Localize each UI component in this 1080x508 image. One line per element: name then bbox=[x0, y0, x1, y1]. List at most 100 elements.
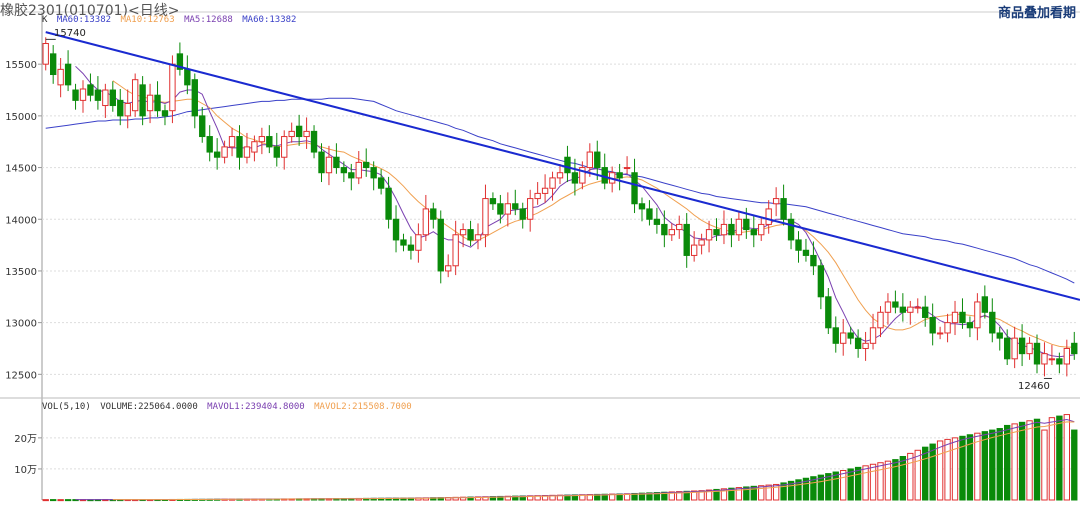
candle bbox=[929, 303, 936, 346]
volume-bar bbox=[1041, 429, 1048, 501]
candle-body bbox=[281, 136, 288, 158]
candle bbox=[1011, 326, 1018, 369]
candle bbox=[631, 158, 638, 214]
candle-body bbox=[445, 265, 452, 272]
candle bbox=[377, 169, 385, 195]
candle-body bbox=[743, 218, 750, 231]
candle-body bbox=[452, 234, 459, 267]
overlay-link[interactable]: 商品叠加看期 bbox=[997, 6, 1076, 21]
candle bbox=[489, 192, 497, 210]
candle-body bbox=[1048, 358, 1056, 361]
candle-body bbox=[825, 296, 832, 329]
volume-bar bbox=[974, 432, 981, 501]
candle bbox=[556, 163, 564, 185]
candle bbox=[914, 298, 921, 314]
candle bbox=[430, 202, 437, 229]
candle-body bbox=[735, 218, 743, 236]
grid bbox=[0, 11, 1080, 500]
low-annotation: 12460 bbox=[1018, 381, 1050, 392]
volume-bar bbox=[787, 480, 795, 501]
volume-tick-label: 10万 bbox=[14, 465, 37, 476]
candle-body bbox=[42, 43, 49, 65]
candle-body bbox=[169, 63, 176, 112]
candle-body bbox=[348, 172, 355, 179]
volume-tick-label: 20万 bbox=[14, 434, 37, 445]
candle-body bbox=[467, 229, 474, 241]
candle-body bbox=[601, 167, 608, 184]
volume-bar bbox=[899, 456, 907, 501]
candle-body bbox=[951, 311, 959, 324]
volume-bar bbox=[795, 479, 802, 501]
candle-body bbox=[370, 167, 377, 179]
candle bbox=[974, 293, 981, 341]
candle-body bbox=[527, 198, 534, 220]
volume-bar bbox=[750, 485, 757, 501]
volume-bar bbox=[683, 490, 690, 501]
volume-bar bbox=[1071, 429, 1078, 501]
price-tick-label: 14500 bbox=[5, 164, 37, 175]
volume-bar bbox=[743, 486, 750, 501]
candle-body bbox=[534, 192, 541, 200]
candle-body bbox=[810, 254, 817, 267]
annotations: 15740 12460 bbox=[45, 28, 1052, 392]
candle-body bbox=[497, 203, 504, 215]
candle bbox=[541, 174, 549, 203]
candle-body bbox=[676, 223, 683, 231]
volume-bar bbox=[981, 431, 989, 501]
volume-bar bbox=[884, 460, 892, 501]
candle bbox=[243, 132, 251, 164]
candle-body bbox=[266, 136, 273, 148]
volume-bar bbox=[690, 490, 698, 501]
candle-body bbox=[318, 151, 325, 174]
candle bbox=[199, 107, 206, 143]
candle-body bbox=[407, 244, 415, 251]
candle bbox=[668, 223, 675, 241]
candle-body bbox=[519, 208, 526, 220]
candle bbox=[325, 145, 333, 186]
candle-body bbox=[221, 146, 228, 158]
candle bbox=[437, 210, 444, 284]
candle bbox=[1063, 339, 1071, 377]
candle-body bbox=[363, 161, 370, 169]
candle-body bbox=[653, 218, 661, 225]
candle-body bbox=[750, 229, 757, 236]
candle bbox=[1056, 352, 1063, 374]
candle bbox=[109, 81, 116, 112]
price-tick-label: 15000 bbox=[5, 112, 37, 123]
volume-y-axis: 10万 20万 bbox=[14, 434, 1078, 476]
candle-body bbox=[705, 229, 713, 241]
candle-body bbox=[623, 167, 631, 170]
candle-body bbox=[713, 229, 720, 236]
candle bbox=[765, 200, 772, 234]
volume-bar bbox=[832, 471, 839, 501]
volume-bar bbox=[1026, 420, 1033, 501]
candle-body bbox=[459, 229, 467, 236]
volume-legend: VOL(5,10) VOLUME:225064.0000 MAVOL1:2394… bbox=[42, 402, 416, 412]
candle-body bbox=[512, 203, 519, 210]
candle bbox=[1018, 324, 1026, 367]
candle-body bbox=[49, 53, 57, 76]
candle bbox=[176, 42, 184, 76]
candle bbox=[571, 158, 579, 196]
candle-body bbox=[199, 115, 206, 138]
volume-bar bbox=[765, 484, 772, 501]
candle bbox=[795, 231, 802, 263]
candle bbox=[832, 316, 839, 353]
candle-body bbox=[877, 311, 884, 329]
candle bbox=[661, 210, 668, 248]
volume-bar bbox=[914, 449, 921, 501]
candle-body bbox=[765, 208, 772, 225]
candle-body bbox=[690, 244, 698, 256]
candle-body bbox=[899, 306, 907, 313]
volume-bar bbox=[49, 499, 57, 502]
volume-bar bbox=[713, 488, 720, 501]
candle bbox=[594, 140, 601, 180]
volume-bar bbox=[907, 452, 914, 501]
candle bbox=[1026, 337, 1033, 360]
candle-body bbox=[131, 79, 139, 112]
legend-vol: VOL(5,10) bbox=[42, 402, 91, 412]
candle bbox=[899, 293, 907, 322]
legend-ma10: MA10:12763 bbox=[120, 15, 175, 25]
candle-body bbox=[303, 130, 310, 138]
volume-bar bbox=[728, 487, 735, 501]
